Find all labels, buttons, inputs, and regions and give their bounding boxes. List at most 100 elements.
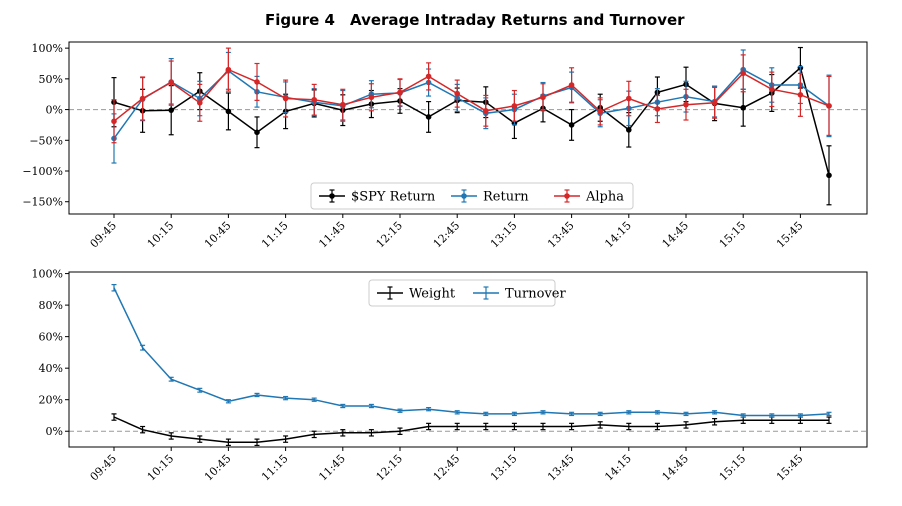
data-point: [425, 73, 432, 80]
x-tick-label: 15:45: [774, 452, 806, 484]
axes-frame: [68, 271, 868, 448]
legend: $SPY Return Return Alpha: [310, 182, 634, 210]
x-tick-label: 10:15: [145, 219, 177, 251]
x-tick-label: 15:15: [717, 452, 749, 484]
data-point: [711, 100, 718, 106]
x-tick-label: 12:45: [431, 452, 463, 484]
x-tick-label: 13:15: [488, 219, 520, 251]
legend: Weight Turnover: [368, 279, 566, 307]
data-point: [368, 94, 375, 101]
legend-label: Turnover: [505, 287, 566, 302]
data-point: [397, 89, 403, 96]
x-tick-label: 09:45: [88, 219, 120, 251]
x-tick-label: 14:45: [660, 452, 692, 484]
series-line: [113, 68, 830, 139]
y-tick-label: −150%: [22, 196, 63, 209]
series-line: [113, 416, 829, 444]
series-turnover: [111, 284, 832, 418]
data-point: [340, 101, 346, 108]
top-returns-panel: 100% 50% 0% −50% −100% −150% 09:45 10:15 10:45 11…: [22, 41, 868, 251]
x-tick-label: 14:15: [602, 219, 634, 251]
series-spy: [111, 46, 832, 206]
x-tick-label: 14:45: [660, 219, 692, 251]
figure-title: Average Intraday Returns and Turnover: [350, 11, 685, 29]
x-tick-label: 13:45: [545, 452, 577, 484]
x-tick-label: 13:15: [488, 452, 520, 484]
y-tick-label: −100%: [22, 165, 63, 178]
legend-label: Weight: [409, 287, 456, 302]
series-line: [113, 66, 830, 176]
data-point: [511, 103, 518, 109]
y-tick-label: −50%: [29, 134, 63, 147]
y-tick-label: 80%: [39, 299, 63, 312]
series-weight: [111, 413, 832, 447]
bottom-weight-turnover-panel: 100% 80% 60% 40% 20% 0% 09:45 10:15 10:45 11:15 11…: [32, 268, 868, 484]
data-point: [740, 104, 746, 111]
data-point: [568, 122, 575, 128]
data-point: [254, 129, 260, 136]
legend-marker: [564, 193, 570, 199]
x-tick-label: 11:45: [316, 219, 348, 251]
legend-label: Return: [483, 190, 529, 205]
data-point: [740, 70, 746, 77]
data-point: [654, 106, 661, 112]
x-tick-label: 09:45: [88, 452, 120, 484]
figure-label: Figure 4: [265, 11, 335, 29]
data-point: [597, 108, 603, 115]
x-tick-label: 12:45: [431, 219, 463, 251]
x-tick-label: 12:15: [374, 219, 406, 251]
data-point: [626, 95, 632, 102]
data-point: [139, 95, 146, 102]
axes-frame: [68, 41, 868, 215]
x-tick-label: 11:45: [316, 452, 348, 484]
series-alpha: [111, 47, 832, 144]
data-point: [168, 107, 174, 113]
x-tick-label: 10:45: [202, 219, 234, 251]
y-tick-label: 60%: [39, 331, 63, 344]
data-point: [454, 90, 461, 97]
data-point: [826, 172, 832, 179]
y-tick-label: 0%: [46, 425, 63, 438]
data-point: [797, 92, 804, 98]
data-point: [826, 103, 832, 109]
legend-marker: [461, 193, 467, 199]
x-tick-label: 11:15: [259, 219, 291, 251]
x-tick-label: 15:45: [774, 219, 806, 251]
legend-label: $SPY Return: [351, 190, 436, 205]
y-tick-label: 100%: [32, 42, 63, 55]
y-tick-label: 0%: [46, 104, 63, 117]
y-tick-label: 50%: [39, 73, 63, 86]
data-point: [769, 86, 775, 93]
data-point: [254, 79, 260, 85]
y-tick-label: 100%: [32, 268, 63, 281]
data-point: [683, 101, 689, 108]
data-point: [626, 127, 632, 133]
x-tick-label: 13:45: [545, 219, 577, 251]
series-ret: [111, 49, 832, 164]
data-point: [483, 108, 489, 114]
series-line: [113, 68, 830, 122]
data-point: [568, 82, 575, 88]
legend-box: [368, 279, 556, 307]
data-point: [168, 79, 174, 86]
x-tick-label: 11:15: [259, 452, 291, 484]
data-point: [425, 114, 432, 120]
y-tick-label: 40%: [39, 362, 63, 375]
data-point: [540, 94, 546, 101]
y-tick-label: 20%: [39, 394, 63, 407]
data-point: [282, 95, 289, 102]
legend-marker: [329, 193, 335, 199]
series-line: [113, 287, 830, 417]
x-tick-label: 15:15: [717, 219, 749, 251]
data-point: [197, 100, 203, 106]
data-point: [111, 118, 117, 125]
x-tick-label: 12:15: [374, 452, 406, 484]
data-point: [225, 108, 232, 115]
data-point: [225, 66, 232, 73]
x-tick-label: 10:45: [202, 452, 234, 484]
data-point: [311, 96, 318, 103]
x-tick-label: 10:15: [145, 452, 177, 484]
legend-label: Alpha: [585, 190, 624, 205]
